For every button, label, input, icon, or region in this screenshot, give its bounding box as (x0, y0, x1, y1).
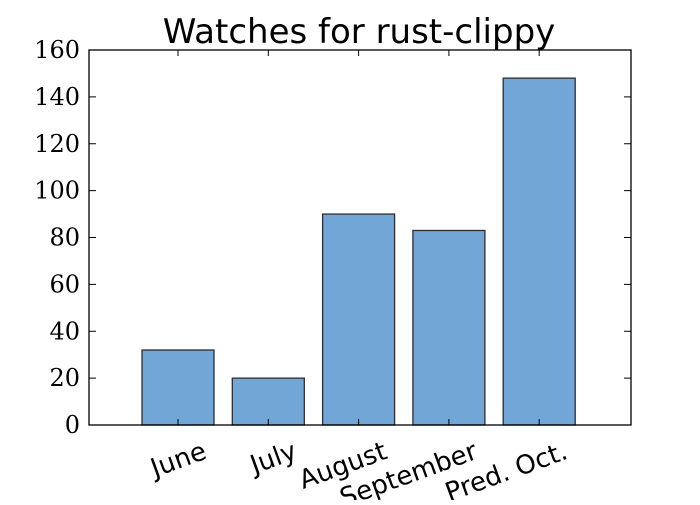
bar-september (412, 229, 486, 426)
y-tick-label: 160 (34, 36, 80, 64)
y-tick-label: 60 (49, 270, 80, 298)
chart-title: Watches for rust-clippy (163, 12, 556, 52)
y-axis: 0 20 40 60 80 100 120 140 160 (34, 36, 631, 439)
bar-july (231, 377, 305, 426)
plot-frame (88, 49, 632, 426)
y-tick-label: 40 (49, 317, 80, 345)
bars-layer (141, 77, 576, 426)
y-tick-label: 80 (49, 224, 80, 252)
bar-june (141, 349, 215, 426)
bar-pred-oct (502, 77, 576, 426)
y-tick-label: 120 (34, 130, 80, 158)
y-tick-label: 140 (34, 83, 80, 111)
y-tick-label: 20 (49, 364, 80, 392)
y-tick-label: 0 (65, 411, 80, 439)
y-tick-label: 100 (34, 177, 80, 205)
bar-august (321, 213, 396, 426)
